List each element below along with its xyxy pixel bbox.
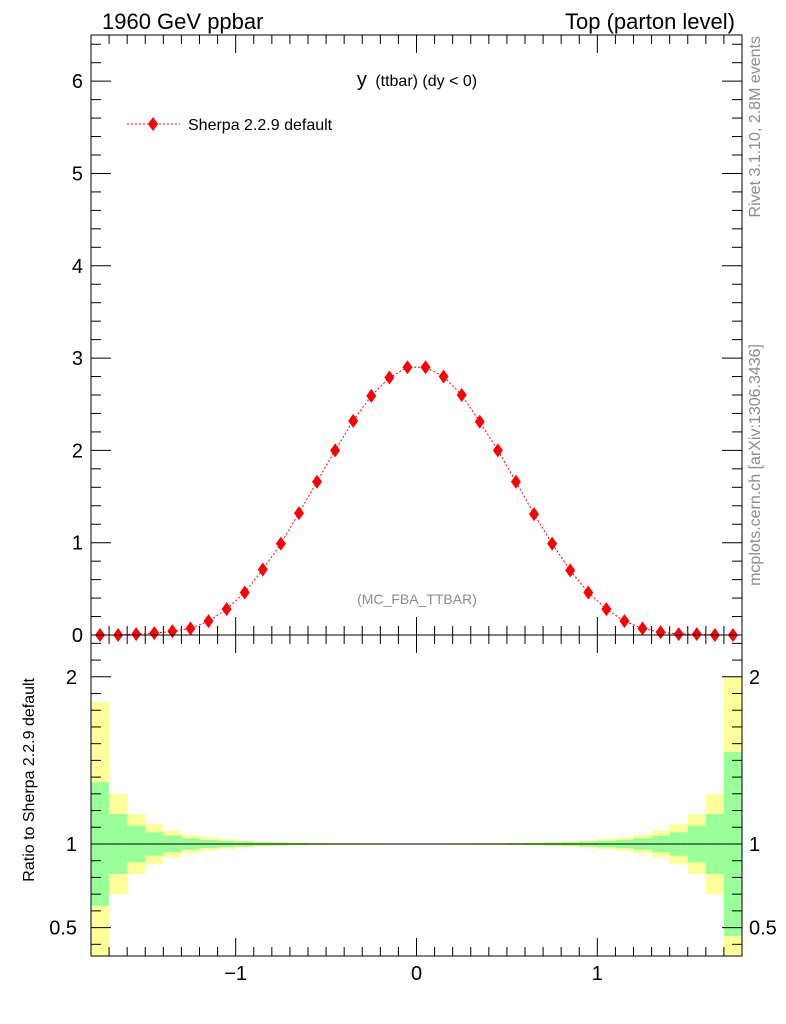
data-point xyxy=(275,536,286,551)
data-point xyxy=(167,624,178,639)
ratio-bands xyxy=(91,676,742,956)
legend-label: Sherpa 2.2.9 default xyxy=(188,117,333,134)
ratio-y-tick-label-right: 2 xyxy=(749,667,760,689)
data-point xyxy=(529,507,540,522)
data-point xyxy=(239,585,250,600)
ratio-y-tick-label-right: 0.5 xyxy=(749,918,777,940)
data-point xyxy=(547,536,558,551)
y-tick-label: 0 xyxy=(72,625,83,647)
data-point xyxy=(474,414,485,429)
x-tick-label: 0 xyxy=(411,963,422,985)
rivet-label: Rivet 3.1.10, 2.8M events xyxy=(747,36,764,217)
data-point xyxy=(384,370,395,385)
y-tick-label: 1 xyxy=(72,533,83,555)
data-point xyxy=(348,413,359,428)
ratio-panel: 0.5 0.5 1 1 2 2 −1 0 1 Ratio to Sherpa 2.2.9 def… xyxy=(21,634,777,985)
data-point xyxy=(673,627,684,642)
y-tick-label: 5 xyxy=(72,163,83,185)
data-point xyxy=(601,602,612,617)
main-axis-ticks: 0 1 2 3 4 5 6 xyxy=(72,35,743,647)
data-point xyxy=(293,506,304,521)
data-point xyxy=(510,474,521,489)
data-point xyxy=(149,626,160,641)
data-point xyxy=(565,563,576,578)
ratio-y-tick-label-left: 2 xyxy=(66,667,77,689)
y-tick-label: 2 xyxy=(72,440,83,462)
header-left: 1960 GeV ppbar xyxy=(102,9,263,34)
data-point xyxy=(637,621,648,636)
data-point xyxy=(420,360,431,375)
data-point xyxy=(655,625,666,640)
ratio-y-tick-label-right: 1 xyxy=(749,834,760,856)
data-point xyxy=(492,443,503,458)
ratio-ylabel: Ratio to Sherpa 2.2.9 default xyxy=(21,677,38,881)
legend-marker xyxy=(148,117,158,131)
main-panel: 0 1 2 3 4 5 6 y (ttbar) (dy < 0) (MC_FBA_TTBAR… xyxy=(72,34,743,647)
data-point xyxy=(185,621,196,636)
ratio-y-tick-label-left: 1 xyxy=(66,834,77,856)
data-point xyxy=(691,627,702,642)
data-point xyxy=(203,614,214,629)
data-point xyxy=(619,614,630,629)
plot-title: y (ttbar) (dy < 0) xyxy=(357,69,477,91)
ratio-frame xyxy=(90,634,743,957)
data-point xyxy=(366,388,377,403)
y-tick-label: 4 xyxy=(72,256,83,278)
data-point xyxy=(438,369,449,384)
mcplots-label: mcplots.cern.ch [arXiv:1306.3436] xyxy=(747,344,764,586)
data-point xyxy=(131,627,142,642)
plot-title-main: y xyxy=(357,69,367,91)
y-tick-label: 3 xyxy=(72,348,83,370)
data-point xyxy=(221,602,232,617)
data-point xyxy=(402,360,413,375)
y-tick-label: 6 xyxy=(72,71,83,93)
data-point xyxy=(583,585,594,600)
ratio-y-tick-label-left: 0.5 xyxy=(49,918,77,940)
data-point xyxy=(257,562,268,577)
data-point xyxy=(330,443,341,458)
ratio-axis-ticks: 0.5 0.5 1 1 2 2 −1 0 1 xyxy=(49,635,777,985)
plot-title-sub: (ttbar) (dy < 0) xyxy=(375,73,477,90)
legend: Sherpa 2.2.9 default xyxy=(127,117,333,134)
x-tick-label: 1 xyxy=(592,963,603,985)
watermark: (MC_FBA_TTBAR) xyxy=(357,591,477,607)
data-point xyxy=(456,388,467,402)
header-right: Top (parton level) xyxy=(565,9,735,34)
data-point xyxy=(312,474,323,489)
x-tick-label: −1 xyxy=(224,963,247,985)
